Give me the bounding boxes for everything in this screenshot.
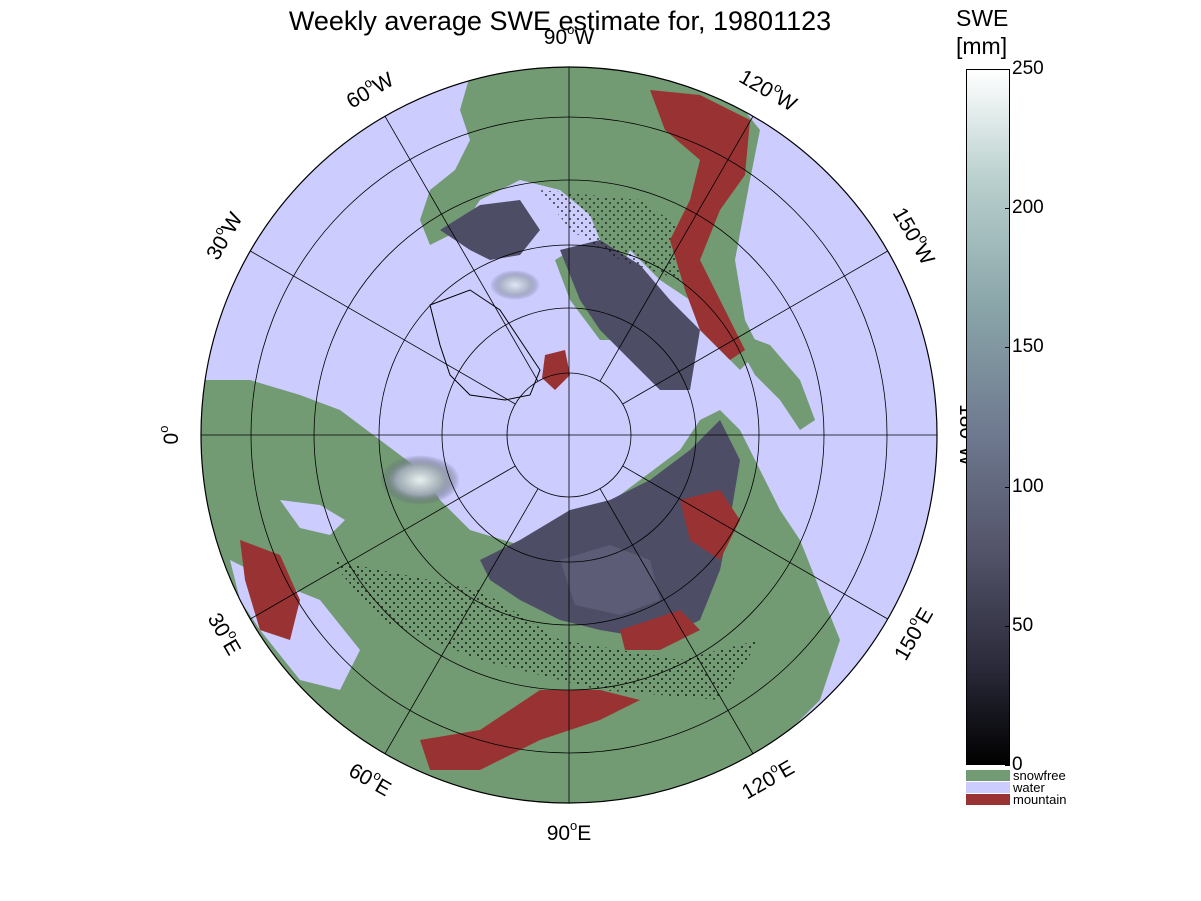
lon-label-150e: 150oE (886, 602, 938, 664)
lon-label-60w: 60oW (340, 64, 397, 113)
speckle-america (540, 190, 700, 280)
lon-label-60e: 60oE (345, 755, 397, 801)
colorbar-tick-mark (1005, 765, 1010, 766)
mountain-greenland-tip (542, 350, 570, 390)
meridian-lines (201, 67, 937, 803)
snow-siberia-core (560, 545, 660, 615)
category-label-water: water (1013, 780, 1045, 795)
speckle-eurasia (330, 560, 760, 700)
mountain-europe (240, 540, 300, 640)
meridian-line (599, 116, 754, 382)
sea-baltic (280, 500, 345, 535)
colorbar-tick-label: 100 (1012, 475, 1044, 497)
mountain-central-asia (620, 610, 700, 650)
category-swatch-water (966, 782, 1010, 793)
colorbar-tick-mark (1005, 208, 1010, 210)
colorbar-gradient (966, 69, 1010, 765)
snow-canada (560, 240, 700, 390)
category-label-snowfree: snowfree (1013, 768, 1066, 783)
snow-labrador-highlight (490, 270, 540, 300)
colorbar-tick-label: 250 (1012, 58, 1044, 79)
lon-label-120w: 120oW (735, 61, 802, 116)
snow-scandinavia (380, 455, 460, 505)
meridian-line (250, 465, 516, 620)
lon-label-90e: 90oE (547, 818, 592, 845)
colorbar-title-line1: SWE (956, 5, 1009, 31)
meridian-line (622, 250, 888, 405)
meridian-line (250, 250, 516, 405)
category-swatch-snowfree (966, 770, 1010, 781)
snow-siberia (480, 420, 740, 640)
lon-label-150w: 150oW (888, 201, 943, 268)
category-swatch-mountain (966, 794, 1010, 805)
lon-label-30e: 30oE (203, 607, 249, 659)
land-north-america (420, 67, 760, 370)
colorbar-title-line2: [mm] (956, 33, 1008, 59)
snow-labrador (440, 200, 540, 260)
colorbar-tick-label: 0 (1012, 754, 1023, 775)
colorbar-tick-mark (1005, 625, 1010, 627)
mountain-himalaya (420, 690, 640, 770)
colorbar-tick-label: 150 (1012, 336, 1044, 358)
map-title: Weekly average SWE estimate for, 1980112… (288, 6, 832, 36)
colorbar-tick-mark (1005, 69, 1010, 70)
colorbar-tick-mark (1005, 486, 1010, 488)
lon-label-90w: 90oW (544, 22, 595, 49)
land-greenland (429, 289, 541, 401)
lon-label-30w: 30oW (198, 206, 247, 263)
lon-label-120e: 120oE (736, 752, 798, 804)
colorbar-tick-label: 200 (1012, 197, 1044, 219)
land-alaska (730, 330, 815, 430)
meridian-line (622, 465, 888, 620)
colorbar-tick-mark (1005, 347, 1010, 349)
colorbar-tick-label: 50 (1012, 614, 1034, 636)
meridian-line (384, 116, 539, 382)
lon-label-0: 0o (156, 426, 183, 445)
meridian-line (384, 488, 539, 754)
meridian-line (599, 488, 754, 754)
colorbar-title: SWE [mm] (956, 4, 1008, 60)
category-label-mountain: mountain (1013, 792, 1067, 807)
